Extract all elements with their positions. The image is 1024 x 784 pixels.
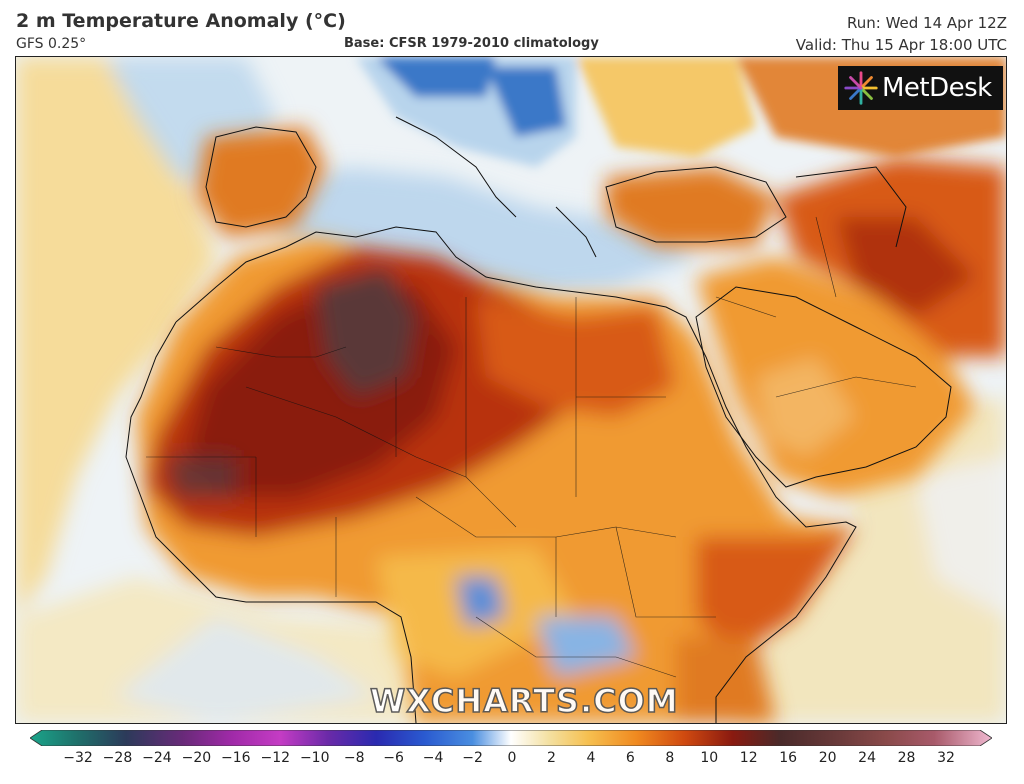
metdesk-logo: MetDesk (838, 66, 1003, 110)
colorbar-tick-label: −16 (221, 750, 251, 766)
colorbar-tick-label: 10 (700, 750, 719, 766)
colorbar-tick-label: −20 (181, 750, 212, 766)
colorbar-tick-label: −2 (462, 750, 483, 766)
colorbar-tick-label: 32 (937, 750, 955, 766)
colorbar-ticks: −32 −28 −24 −20 −16 −12 −10 −8 −6 −4 −2 0 2 4 6 8 10 12 16… (0, 750, 1024, 770)
colorbar-tick-label: 0 (507, 750, 517, 766)
colorbar-tick-label: 24 (858, 750, 876, 766)
colorbar-tick-label: 20 (818, 750, 837, 766)
colorbar-tick-label: 28 (897, 750, 916, 766)
colorbar-tick-label: −10 (299, 750, 330, 766)
colorbar-tick-label: 16 (779, 750, 798, 766)
colorbar-tick-label: −32 (63, 750, 93, 766)
run-time-label: Run: Wed 14 Apr 12Z (847, 14, 1007, 32)
land-anomaly-field (136, 127, 1006, 723)
country-borders (146, 216, 917, 678)
colorbar-gradient (30, 730, 992, 746)
logo-text: MetDesk (882, 73, 992, 103)
colorbar-tick-label: −24 (142, 750, 172, 766)
valid-time-label: Valid: Thu 15 Apr 18:00 UTC (795, 36, 1007, 54)
colorbar-tick-label: −8 (343, 750, 365, 766)
colorbar-tick-label: 4 (586, 750, 596, 766)
colorbar-tick-label: 12 (739, 750, 758, 766)
wxcharts-watermark: WXCHARTS.COM (369, 681, 679, 721)
starburst-logo-icon (844, 71, 878, 105)
colorbar-tick-label: −6 (383, 750, 404, 766)
map-canvas (16, 57, 1006, 723)
map-title: 2 m Temperature Anomaly (°C) (16, 10, 346, 32)
model-label: GFS 0.25° (16, 36, 87, 52)
colorbar-tick-label: 8 (665, 750, 675, 766)
colorbar-tick-label: 2 (546, 750, 556, 766)
colorbar-tick-label: −4 (422, 750, 444, 766)
colorbar-tick-label: 6 (625, 750, 635, 766)
map-header: 2 m Temperature Anomaly (°C) GFS 0.25° B… (0, 0, 1024, 56)
anomaly-map (15, 56, 1007, 724)
colorbar-tick-label: −28 (102, 750, 133, 766)
climatology-base-label: Base: CFSR 1979-2010 climatology (344, 36, 599, 51)
colorbar-tick-label: −12 (260, 750, 291, 766)
coastlines (125, 116, 952, 723)
colorbar (30, 730, 992, 746)
